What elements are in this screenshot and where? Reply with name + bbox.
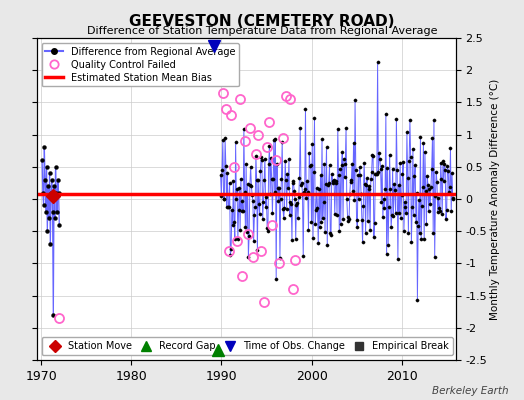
Text: GEEVESTON (CEMETERY ROAD): GEEVESTON (CEMETERY ROAD): [129, 14, 395, 29]
Y-axis label: Monthly Temperature Anomaly Difference (°C): Monthly Temperature Anomaly Difference (…: [490, 78, 500, 320]
Legend: Station Move, Record Gap, Time of Obs. Change, Empirical Break: Station Move, Record Gap, Time of Obs. C…: [41, 337, 453, 355]
Text: Difference of Station Temperature Data from Regional Average: Difference of Station Temperature Data f…: [87, 26, 437, 36]
Text: Berkeley Earth: Berkeley Earth: [432, 386, 508, 396]
